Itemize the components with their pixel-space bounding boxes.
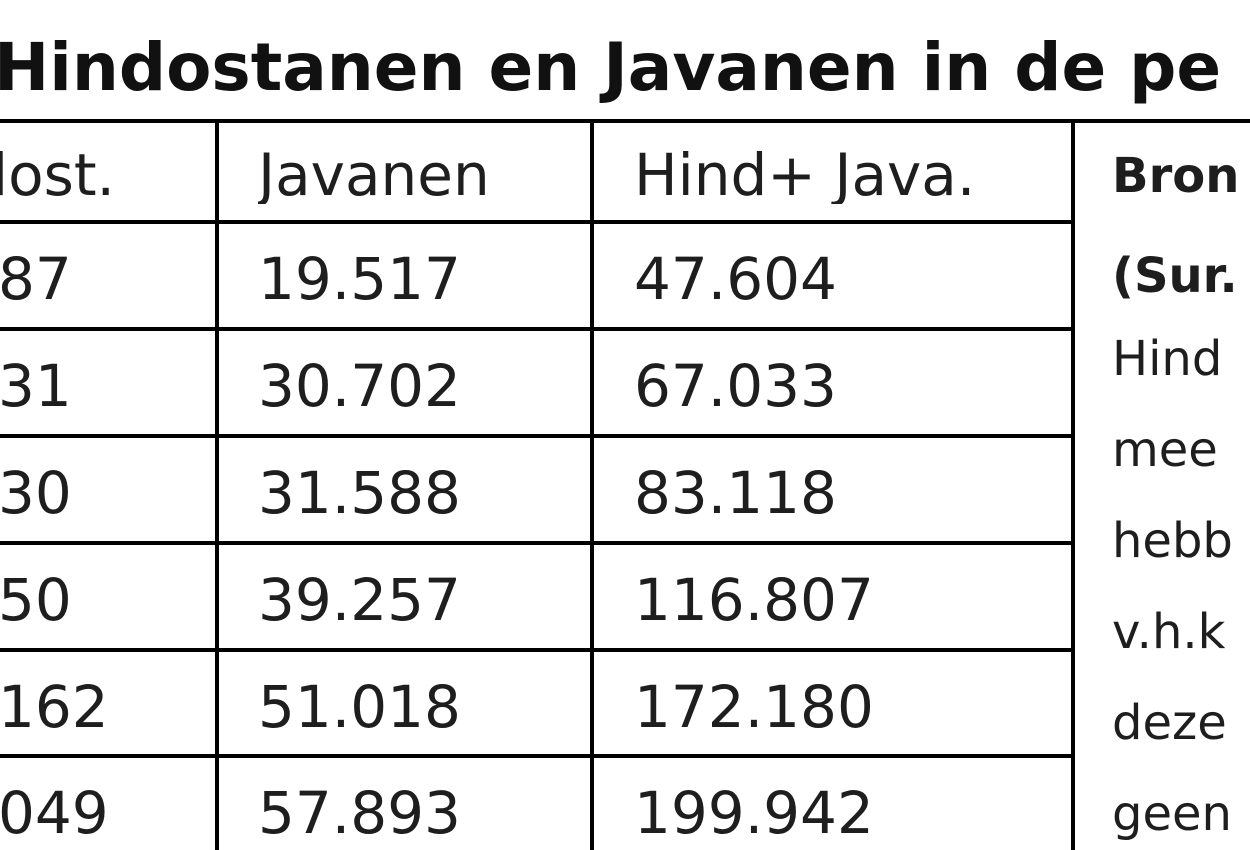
row-divider	[0, 220, 1075, 224]
table-header-cell: lost.	[0, 146, 115, 204]
column-divider	[1071, 119, 1075, 850]
table-cell: 87	[0, 250, 72, 308]
row-divider	[0, 327, 1075, 331]
note-source-ref: (Sur.	[1112, 248, 1238, 304]
table-cell: 30	[0, 464, 72, 522]
table-cell: 30.702	[258, 357, 461, 415]
table-cell: 162	[0, 678, 109, 736]
row-divider	[0, 541, 1075, 545]
table-header-cell: Hind+ Java.	[634, 146, 976, 204]
note-line: v.h.k	[1112, 604, 1226, 660]
table-cell: 39.257	[258, 571, 461, 629]
table-cell: 116.807	[634, 571, 874, 629]
column-divider	[590, 119, 594, 850]
note-line: Hind	[1112, 331, 1223, 387]
row-divider	[0, 754, 1075, 758]
table-cell: 049	[0, 784, 109, 842]
note-source-label: Bron	[1112, 148, 1240, 204]
note-line: hebb	[1112, 513, 1233, 569]
table-cell: 57.893	[258, 784, 461, 842]
page-title: Hindostanen en Javanen in de pe	[0, 29, 1222, 106]
table-cell: 83.118	[634, 464, 837, 522]
table-cell: 51.018	[258, 678, 461, 736]
table-cell: 31	[0, 357, 72, 415]
table-header-cell: Javanen	[258, 146, 490, 204]
note-line: deze	[1112, 695, 1227, 751]
row-divider	[0, 648, 1075, 652]
table-cell: 67.033	[634, 357, 837, 415]
table-cell: 172.180	[634, 678, 874, 736]
column-divider	[215, 119, 219, 850]
row-divider	[0, 434, 1075, 438]
table-cell: 31.588	[258, 464, 461, 522]
note-line: mee	[1112, 422, 1218, 478]
note-line: geen	[1112, 786, 1232, 842]
table-cell: 199.942	[634, 784, 874, 842]
table-cell: 50	[0, 571, 72, 629]
table-cell: 47.604	[634, 250, 837, 308]
table-cell: 19.517	[258, 250, 461, 308]
